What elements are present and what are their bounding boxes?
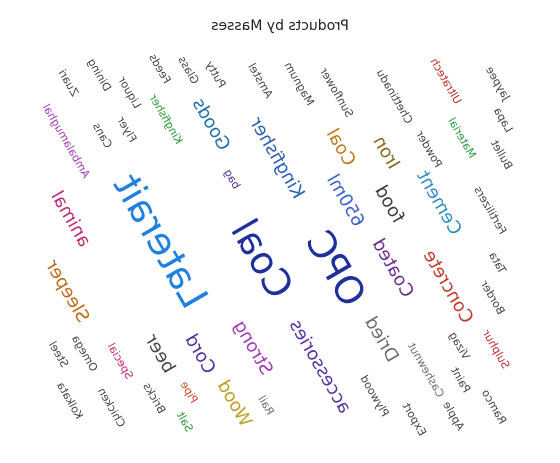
word-16: Sleeper — [41, 256, 94, 326]
word-58: Jaypee — [483, 64, 513, 104]
word-48: Paint — [448, 364, 473, 395]
word-31: Powder — [413, 128, 445, 170]
word-51: Sulphur — [479, 327, 512, 371]
word-47: Glass — [175, 54, 201, 87]
word-56: Zuari — [56, 67, 82, 98]
word-25: Cashewnut — [405, 340, 447, 400]
word-26: Sunflower — [317, 65, 356, 119]
word-10: Dried — [360, 313, 403, 366]
word-28: Rail — [255, 393, 276, 417]
word-57: Ramco — [479, 387, 509, 426]
word-39: Putty — [203, 58, 229, 90]
word-0: Coal — [222, 212, 302, 306]
word-19: Iron — [368, 132, 404, 173]
word-52: Ultratech — [428, 56, 465, 107]
word-40: Border — [477, 278, 507, 317]
word-42: Liquor — [115, 74, 144, 111]
word-44: Steel — [46, 339, 71, 370]
word-36: Chettinadu — [374, 67, 416, 126]
word-23: Kingfisher — [146, 92, 185, 147]
word-21: bag — [221, 167, 243, 191]
word-53: Bullet — [488, 137, 515, 172]
word-17: animal — [46, 187, 95, 250]
word-41: Material — [445, 115, 479, 160]
word-5: accessories — [285, 316, 355, 417]
word-46: Export — [399, 400, 429, 438]
word-32: Magnum — [282, 60, 317, 108]
word-55: Apple — [440, 399, 467, 433]
word-43: Kolkata — [54, 380, 85, 422]
word-20: Special — [105, 341, 136, 382]
word-2: OPC — [297, 223, 375, 314]
word-38: Vizag — [446, 330, 472, 362]
word-11: beer — [140, 330, 179, 377]
word-35: Ambalamughal — [40, 102, 93, 181]
word-29: Flyer — [114, 114, 139, 144]
word-13: Concrete — [419, 246, 478, 327]
word-4: Strong — [229, 317, 277, 379]
word-27: Bricks — [140, 380, 168, 416]
word-18: Wood — [213, 377, 256, 431]
word-68: Lapa — [491, 105, 516, 135]
word-1: Laterait — [105, 166, 217, 315]
word-12: Coal — [322, 125, 360, 170]
word-6: 650ml — [322, 171, 369, 231]
word-22: Pipe — [178, 379, 201, 406]
word-30: Omega — [69, 333, 100, 374]
word-34: Amstel — [245, 61, 275, 101]
word-15: Cement — [412, 167, 466, 239]
word-54: Dining — [85, 56, 114, 93]
word-33: Fertilizers — [471, 184, 509, 237]
word-7: Cord — [181, 331, 220, 378]
word-14: Goods — [188, 95, 235, 155]
word-67: Tata — [486, 250, 509, 277]
word-9: food — [370, 182, 408, 227]
word-50: Feeds — [146, 51, 173, 85]
word-24: Plywood — [357, 373, 391, 419]
word-37: Chicken — [95, 385, 128, 429]
word-45: Salt — [174, 409, 196, 434]
word-3: Kingfisher — [245, 113, 309, 202]
word-49: Cans — [90, 120, 115, 150]
